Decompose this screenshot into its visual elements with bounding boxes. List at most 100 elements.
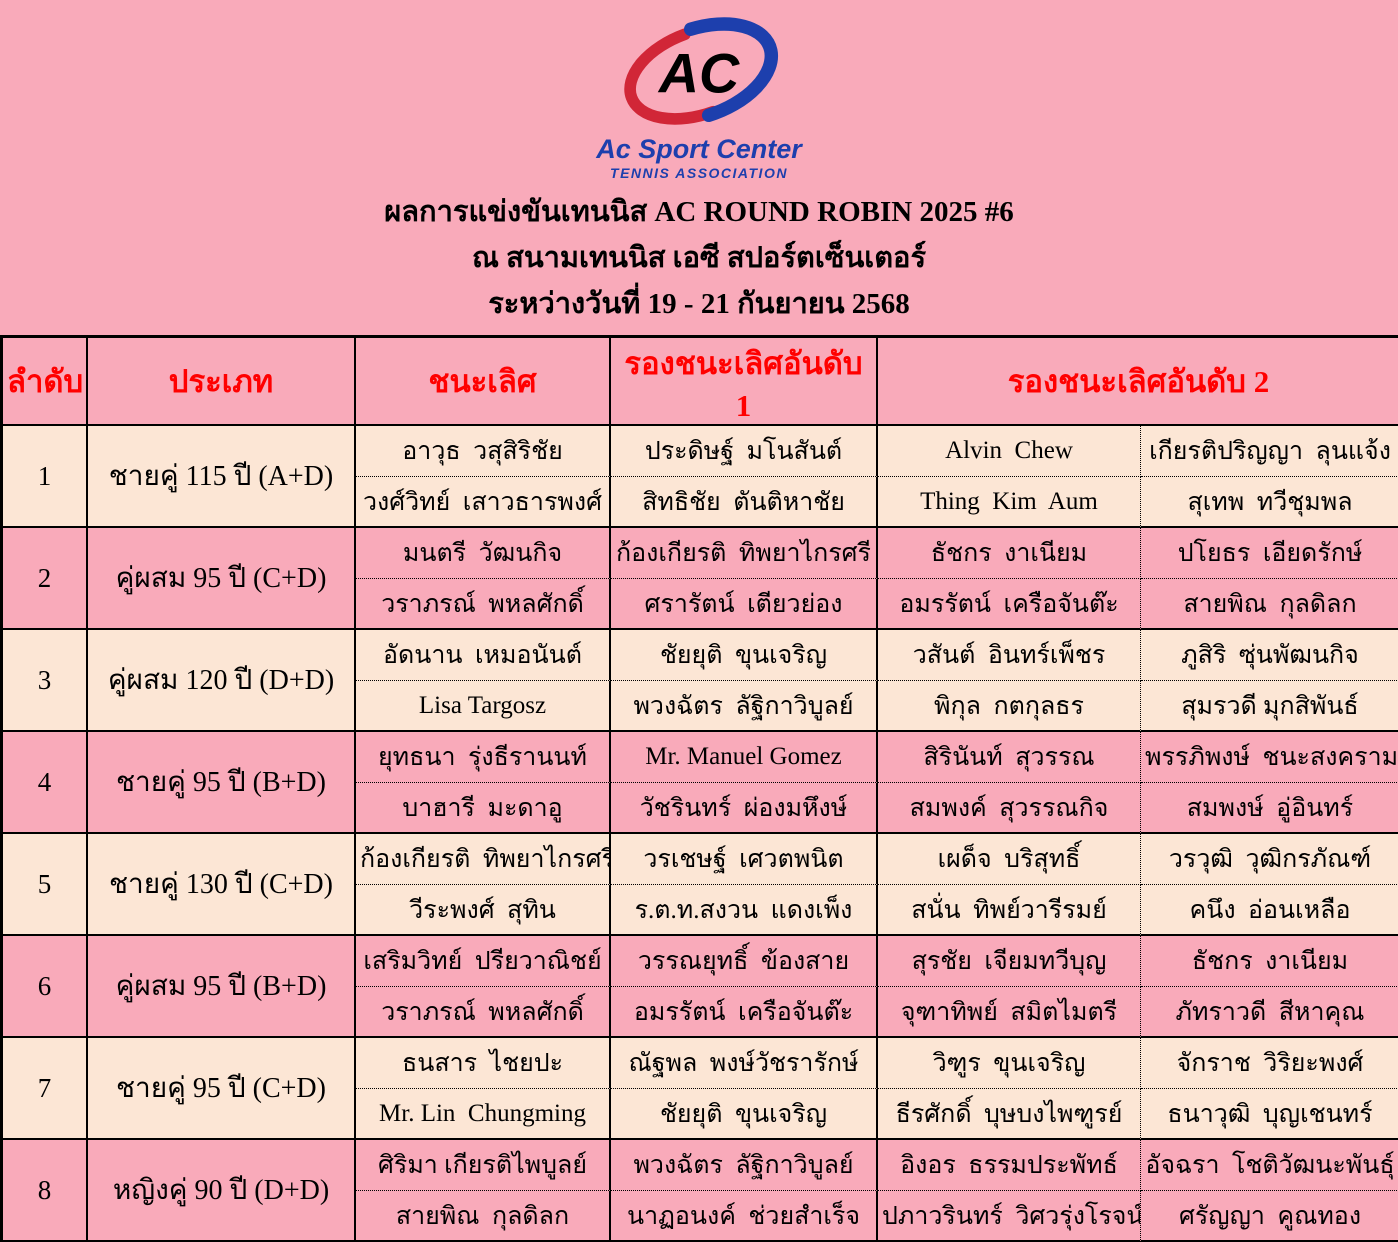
row-number: 3 bbox=[3, 630, 88, 733]
table-row: บาฮารี มะดาอู วัชรินทร์ ผ่องมหึงษ์ สมพงค… bbox=[3, 783, 1398, 835]
runnerup2b-name: วรวุฒิ วุฒิกรภัณฑ์ bbox=[1141, 834, 1398, 886]
runnerup2b-name: อัจฉรา โชติวัฒนะพันธุ์ bbox=[1141, 1140, 1398, 1192]
col-header-category: ประเภท bbox=[88, 338, 356, 427]
row-number: 8 bbox=[3, 1140, 88, 1242]
runnerup2b-name: ธนาวุฒิ บุญเชนทร์ bbox=[1141, 1089, 1398, 1141]
row-number: 5 bbox=[3, 834, 88, 937]
runnerup2b-name: ปโยธร เอียดรักษ์ bbox=[1141, 528, 1398, 580]
table-row: 8 หญิงคู่ 90 ปี (D+D) ศิริมา เกียรติไพบู… bbox=[3, 1140, 1398, 1242]
row-number: 4 bbox=[3, 732, 88, 835]
runnerup2a-name: อิงอร ธรรมประพัทธ์ bbox=[878, 1140, 1141, 1192]
table-row: Mr. Lin Chungming ชัยยุติ ขุนเจริญ ธีรศั… bbox=[3, 1089, 1398, 1141]
runnerup1-name: ก้องเกียรติ ทิพยาไกรศรี bbox=[611, 528, 878, 580]
runnerup2b-name: จักราช วิริยะพงศ์ bbox=[1141, 1038, 1398, 1090]
runnerup2a-name: ธีรศักดิ์ บุษบงไพฑูรย์ bbox=[878, 1089, 1141, 1141]
winner-name: ธนสาร ไชยปะ bbox=[356, 1038, 611, 1090]
table-row: วีระพงศ์ สุทิน ร.ต.ท.สงวน แดงเพ็ง สนั่น … bbox=[3, 885, 1398, 937]
table-row: 3 คู่ผสม 120 ปี (D+D) อัดนาน เหมอนันต์ ช… bbox=[3, 630, 1398, 733]
col-header-runnerup2: รองชนะเลิศอันดับ 2 bbox=[878, 338, 1398, 427]
col-header-winner: ชนะเลิศ bbox=[356, 338, 611, 427]
table-row: 4 ชายคู่ 95 ปี (B+D) ยุทธนา รุ่งธีรานนท์… bbox=[3, 732, 1398, 835]
runnerup1-name: ศรารัตน์ เตียวย่อง bbox=[611, 579, 878, 631]
table-row: 2 คู่ผสม 95 ปี (C+D) มนตรี วัฒนกิจ ก้องเ… bbox=[3, 528, 1398, 631]
runnerup2b-name: คนึง อ่อนเหลือ bbox=[1141, 885, 1398, 937]
runnerup2b-name: ศรัญญา คูณทอง bbox=[1141, 1191, 1398, 1242]
row-number: 1 bbox=[3, 426, 88, 529]
runnerup2a-name: Alvin Chew bbox=[878, 426, 1141, 478]
runnerup2a-name: อมรรัตน์ เครือจันต๊ะ bbox=[878, 579, 1141, 631]
winner-name: บาฮารี มะดาอู bbox=[356, 783, 611, 835]
category-cell: ชายคู่ 130 ปี (C+D) bbox=[88, 834, 356, 937]
brand-name: Ac Sport Center bbox=[596, 134, 802, 164]
table-row: 5 ชายคู่ 130 ปี (C+D) ก้องเกียรติ ทิพยาไ… bbox=[3, 834, 1398, 937]
runnerup2a-name: สุรชัย เจียมทวีบุญ bbox=[878, 936, 1141, 988]
winner-name: สายพิณ กุลดิลก bbox=[356, 1191, 611, 1242]
runnerup2b-name: สุเทพ ทวีชุมพล bbox=[1141, 477, 1398, 529]
page-header: AC Ac Sport Center TENNIS ASSOCIATION ผล… bbox=[0, 0, 1398, 319]
winner-name: Lisa Targosz bbox=[356, 681, 611, 733]
runnerup2b-name: ธัชกร งาเนียม bbox=[1141, 936, 1398, 988]
table-row: 6 คู่ผสม 95 ปี (B+D) เสริมวิทย์ ปรียวาณิ… bbox=[3, 936, 1398, 1039]
winner-name: อัดนาน เหมอนันต์ bbox=[356, 630, 611, 682]
results-table: ลำดับ ประเภท ชนะเลิศ รองชนะเลิศอันดับ 1 … bbox=[0, 335, 1398, 1242]
runnerup1-name: วรเชษฐ์ เศวตพนิต bbox=[611, 834, 878, 886]
runnerup2a-name: วสันต์ อินทร์เพ็ชร bbox=[878, 630, 1141, 682]
winner-name: วราภรณ์ พหลศักดิ์ bbox=[356, 579, 611, 631]
runnerup1-name: ประดิษฐ์ มโนสันต์ bbox=[611, 426, 878, 478]
runnerup1-name: สิทธิชัย ตันติหาชัย bbox=[611, 477, 878, 529]
winner-name: อาวุธ วสุสิริชัย bbox=[356, 426, 611, 478]
runnerup2b-name: ภูสิริ ซุ่นพัฒนกิจ bbox=[1141, 630, 1398, 682]
row-number: 7 bbox=[3, 1038, 88, 1141]
runnerup1-name: นาฏอนงค์ ช่วยสำเร็จ bbox=[611, 1191, 878, 1242]
row-number: 6 bbox=[3, 936, 88, 1039]
runnerup2a-name: พิกุล กตกุลธร bbox=[878, 681, 1141, 733]
runnerup1-name: อมรรัตน์ เครือจันต๊ะ bbox=[611, 987, 878, 1039]
runnerup2b-name: เกียรติปริญญา ลุนแจ้ง bbox=[1141, 426, 1398, 478]
winner-name: วราภรณ์ พหลศักดิ์ bbox=[356, 987, 611, 1039]
runnerup2b-name: ภัทราวดี สีหาคุณ bbox=[1141, 987, 1398, 1039]
table-header-row: ลำดับ ประเภท ชนะเลิศ รองชนะเลิศอันดับ 1 … bbox=[3, 338, 1398, 427]
winner-name: วงศ์วิทย์ เสาวธารพงศ์ bbox=[356, 477, 611, 529]
table-row: 1 ชายคู่ 115 ปี (A+D) อาวุธ วสุสิริชัย ป… bbox=[3, 426, 1398, 529]
runnerup2b-name: สุมรวดี มุกสิพันธ์ bbox=[1141, 681, 1398, 733]
date-line: ระหว่างวันที่ 19 - 21 กันยายน 2568 bbox=[488, 288, 910, 321]
ac-logo: AC Ac Sport Center TENNIS ASSOCIATION bbox=[579, 12, 819, 181]
runnerup2a-name: สมพงค์ สุวรรณกิจ bbox=[878, 783, 1141, 835]
winner-name: วีระพงศ์ สุทิน bbox=[356, 885, 611, 937]
winner-name: ศิริมา เกียรติไพบูลย์ bbox=[356, 1140, 611, 1192]
table-row: วราภรณ์ พหลศักดิ์ ศรารัตน์ เตียวย่อง อมร… bbox=[3, 579, 1398, 631]
runnerup1-name: พวงฉัตร ลัฐิกาวิบูลย์ bbox=[611, 681, 878, 733]
runnerup2a-name: สนั่น ทิพย์วารีรมย์ bbox=[878, 885, 1141, 937]
row-number: 2 bbox=[3, 528, 88, 631]
ac-logo-icon: AC bbox=[624, 17, 779, 125]
runnerup2a-name: วิฑูร ขุนเจริญ bbox=[878, 1038, 1141, 1090]
runnerup2b-name: สมพงษ์ อู่อินทร์ bbox=[1141, 783, 1398, 835]
category-cell: ชายคู่ 95 ปี (C+D) bbox=[88, 1038, 356, 1141]
table-row: วงศ์วิทย์ เสาวธารพงศ์ สิทธิชัย ตันติหาชั… bbox=[3, 477, 1398, 529]
runnerup1-name: ณัฐพล พงษ์วัชรารักษ์ bbox=[611, 1038, 878, 1090]
runnerup2a-name: ปภาวรินทร์ วิศวรุ่งโรจน์ bbox=[878, 1191, 1141, 1242]
runnerup1-name: วัชรินทร์ ผ่องมหึงษ์ bbox=[611, 783, 878, 835]
runnerup2a-name: เผด็จ บริสุทธิ์ bbox=[878, 834, 1141, 886]
runnerup2a-name: ธัชกร งาเนียม bbox=[878, 528, 1141, 580]
category-cell: คู่ผสม 120 ปี (D+D) bbox=[88, 630, 356, 733]
winner-name: Mr. Lin Chungming bbox=[356, 1089, 611, 1141]
category-cell: คู่ผสม 95 ปี (C+D) bbox=[88, 528, 356, 631]
category-cell: ชายคู่ 95 ปี (B+D) bbox=[88, 732, 356, 835]
runnerup1-name: ร.ต.ท.สงวน แดงเพ็ง bbox=[611, 885, 878, 937]
runnerup2a-name: Thing Kim Aum bbox=[878, 477, 1141, 529]
col-header-no: ลำดับ bbox=[3, 338, 88, 427]
category-cell: ชายคู่ 115 ปี (A+D) bbox=[88, 426, 356, 529]
runnerup1-name: Mr. Manuel Gomez bbox=[611, 732, 878, 784]
runnerup1-name: ชัยยุติ ขุนเจริญ bbox=[611, 1089, 878, 1141]
winner-name: ยุทธนา รุ่งธีรานนท์ bbox=[356, 732, 611, 784]
category-cell: หญิงคู่ 90 ปี (D+D) bbox=[88, 1140, 356, 1242]
winner-name: ก้องเกียรติ ทิพยาไกรศรี bbox=[356, 834, 611, 886]
runnerup2b-name: พรรภิพงษ์ ชนะสงคราม bbox=[1141, 732, 1398, 784]
runnerup2a-name: สิรินันท์ สุวรรณ bbox=[878, 732, 1141, 784]
table-row: 7 ชายคู่ 95 ปี (C+D) ธนสาร ไชยปะ ณัฐพล พ… bbox=[3, 1038, 1398, 1141]
association-name: TENNIS ASSOCIATION bbox=[610, 165, 788, 182]
venue-line: ณ สนามเทนนิส เอซี สปอร์ตเซ็นเตอร์ bbox=[471, 242, 927, 275]
table-row: Lisa Targosz พวงฉัตร ลัฐิกาวิบูลย์ พิกุล… bbox=[3, 681, 1398, 733]
logo-monogram: AC bbox=[657, 43, 740, 105]
